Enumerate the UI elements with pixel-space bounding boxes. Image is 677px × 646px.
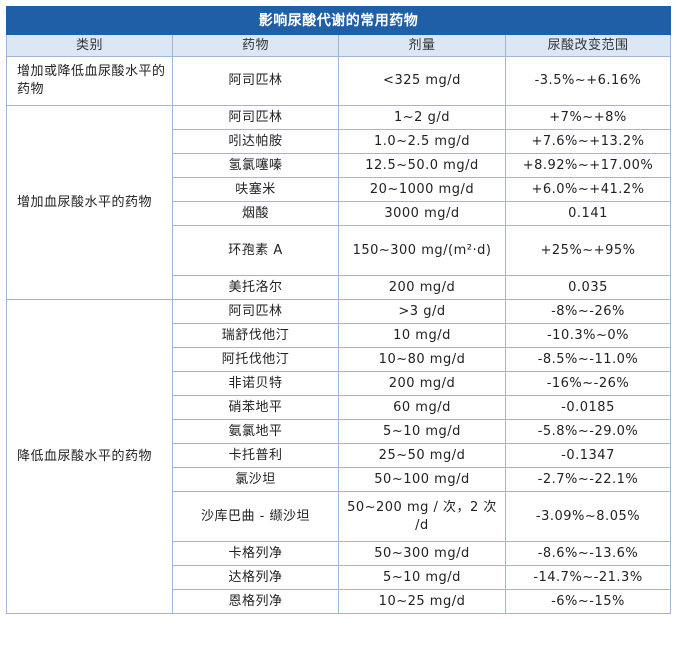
table-title: 影响尿酸代谢的常用药物: [6, 6, 671, 35]
drug-cell: 阿司匹林: [172, 105, 339, 130]
dose-cell: 150~300 mg/(m²·d): [338, 225, 506, 276]
table-row: 硝苯地平 60 mg/d -0.0185: [7, 395, 671, 420]
drug-cell: 恩格列净: [172, 589, 339, 614]
drug-cell: 氨氯地平: [172, 419, 339, 444]
dose-cell: 3000 mg/d: [338, 201, 506, 226]
drug-cell: 硝苯地平: [172, 395, 339, 420]
drug-cell: 氯沙坦: [172, 467, 339, 492]
dose-cell: 10 mg/d: [338, 323, 506, 348]
table-row: 烟酸 3000 mg/d 0.141: [7, 201, 671, 226]
dose-cell: 1~2 g/d: [338, 105, 506, 130]
drug-cell: 呋塞米: [172, 177, 339, 202]
drug-cell: 阿托伐他汀: [172, 347, 339, 372]
drug-uric-acid-table-container: 影响尿酸代谢的常用药物 类别 药物 剂量 尿酸改变范围 增加或降低血尿酸水平的药…: [6, 6, 671, 614]
drug-cell: 达格列净: [172, 565, 339, 590]
table-row: 卡格列净 50~300 mg/d -8.6%~-13.6%: [7, 541, 671, 566]
change-cell: +8.92%~+17.00%: [505, 153, 671, 178]
dose-cell: 25~50 mg/d: [338, 443, 506, 468]
dose-cell: 60 mg/d: [338, 395, 506, 420]
drug-cell: 非诺贝特: [172, 371, 339, 396]
change-cell: +7%~+8%: [505, 105, 671, 130]
change-cell: 0.035: [505, 275, 671, 300]
table-row: 降低血尿酸水平的药物 阿司匹林 >3 g/d -8%~-26%: [6, 299, 671, 614]
drug-cell: 卡托普利: [172, 443, 339, 468]
drug-cell: 氢氯噻嗪: [172, 153, 339, 178]
drug-cell: 卡格列净: [172, 541, 339, 566]
category-cell: 降低血尿酸水平的药物: [6, 299, 173, 614]
drug-cell: 阿司匹林: [172, 299, 339, 324]
change-cell: +7.6%~+13.2%: [505, 129, 671, 154]
dose-cell: 50~100 mg/d: [338, 467, 506, 492]
dose-cell: 5~10 mg/d: [338, 419, 506, 444]
change-cell: -8%~-26%: [505, 299, 671, 324]
drug-cell: 瑞舒伐他汀: [172, 323, 339, 348]
change-cell: -0.1347: [505, 443, 671, 468]
table-row: 增加血尿酸水平的药物 阿司匹林 1~2 g/d +7%~+8%: [6, 105, 671, 300]
dose-cell: 10~80 mg/d: [338, 347, 506, 372]
change-cell: -8.6%~-13.6%: [505, 541, 671, 566]
change-cell: +6.0%~+41.2%: [505, 177, 671, 202]
header-uric-acid-change: 尿酸改变范围: [505, 34, 671, 57]
dose-cell: >3 g/d: [338, 299, 506, 324]
table-row: 氨氯地平 5~10 mg/d -5.8%~-29.0%: [7, 419, 671, 444]
table-row: 恩格列净 10~25 mg/d -6%~-15%: [7, 589, 671, 614]
change-cell: +25%~+95%: [505, 225, 671, 276]
dose-cell: 10~25 mg/d: [338, 589, 506, 614]
change-cell: -0.0185: [505, 395, 671, 420]
dose-cell: 20~1000 mg/d: [338, 177, 506, 202]
category-cell: 增加血尿酸水平的药物: [6, 105, 173, 300]
change-cell: -10.3%~0%: [505, 323, 671, 348]
table-row: 沙库巴曲 - 缬沙坦 50~200 mg / 次，2 次 /d -3.09%~8…: [7, 491, 671, 542]
table-row: 瑞舒伐他汀 10 mg/d -10.3%~0%: [7, 323, 671, 348]
change-cell: -3.09%~8.05%: [505, 491, 671, 542]
header-category: 类别: [6, 34, 173, 57]
dose-cell: 5~10 mg/d: [338, 565, 506, 590]
table-row: 吲达帕胺 1.0~2.5 mg/d +7.6%~+13.2%: [7, 129, 671, 154]
header-dose: 剂量: [338, 34, 506, 57]
table-row: 阿托伐他汀 10~80 mg/d -8.5%~-11.0%: [7, 347, 671, 372]
dose-cell: 200 mg/d: [338, 371, 506, 396]
drug-cell: 环孢素 A: [172, 225, 339, 276]
change-cell: -5.8%~-29.0%: [505, 419, 671, 444]
dose-cell: 50~200 mg / 次，2 次 /d: [338, 491, 506, 542]
dose-cell: <325 mg/d: [338, 56, 506, 106]
change-cell: -2.7%~-22.1%: [505, 467, 671, 492]
dose-cell: 50~300 mg/d: [338, 541, 506, 566]
drug-cell: 阿司匹林: [172, 56, 339, 106]
table-row: 增加或降低血尿酸水平的药物 阿司匹林 <325 mg/d -3.5%~+6.16…: [6, 56, 671, 106]
change-cell: -16%~-26%: [505, 371, 671, 396]
change-cell: -6%~-15%: [505, 589, 671, 614]
change-cell: -14.7%~-21.3%: [505, 565, 671, 590]
table-row: 美托洛尔 200 mg/d 0.035: [7, 275, 671, 300]
table-row: 非诺贝特 200 mg/d -16%~-26%: [7, 371, 671, 396]
drug-cell: 吲达帕胺: [172, 129, 339, 154]
change-cell: -8.5%~-11.0%: [505, 347, 671, 372]
table-row: 呋塞米 20~1000 mg/d +6.0%~+41.2%: [7, 177, 671, 202]
table-row: 达格列净 5~10 mg/d -14.7%~-21.3%: [7, 565, 671, 590]
table-row: 氢氯噻嗪 12.5~50.0 mg/d +8.92%~+17.00%: [7, 153, 671, 178]
drug-cell: 沙库巴曲 - 缬沙坦: [172, 491, 339, 542]
dose-cell: 1.0~2.5 mg/d: [338, 129, 506, 154]
drug-cell: 烟酸: [172, 201, 339, 226]
change-cell: 0.141: [505, 201, 671, 226]
drug-cell: 美托洛尔: [172, 275, 339, 300]
header-drug: 药物: [172, 34, 339, 57]
category-cell: 增加或降低血尿酸水平的药物: [6, 56, 173, 106]
table-row: 环孢素 A 150~300 mg/(m²·d) +25%~+95%: [7, 225, 671, 276]
drug-uric-acid-table: 影响尿酸代谢的常用药物 类别 药物 剂量 尿酸改变范围 增加或降低血尿酸水平的药…: [6, 6, 671, 614]
change-cell: -3.5%~+6.16%: [505, 56, 671, 106]
dose-cell: 12.5~50.0 mg/d: [338, 153, 506, 178]
dose-cell: 200 mg/d: [338, 275, 506, 300]
